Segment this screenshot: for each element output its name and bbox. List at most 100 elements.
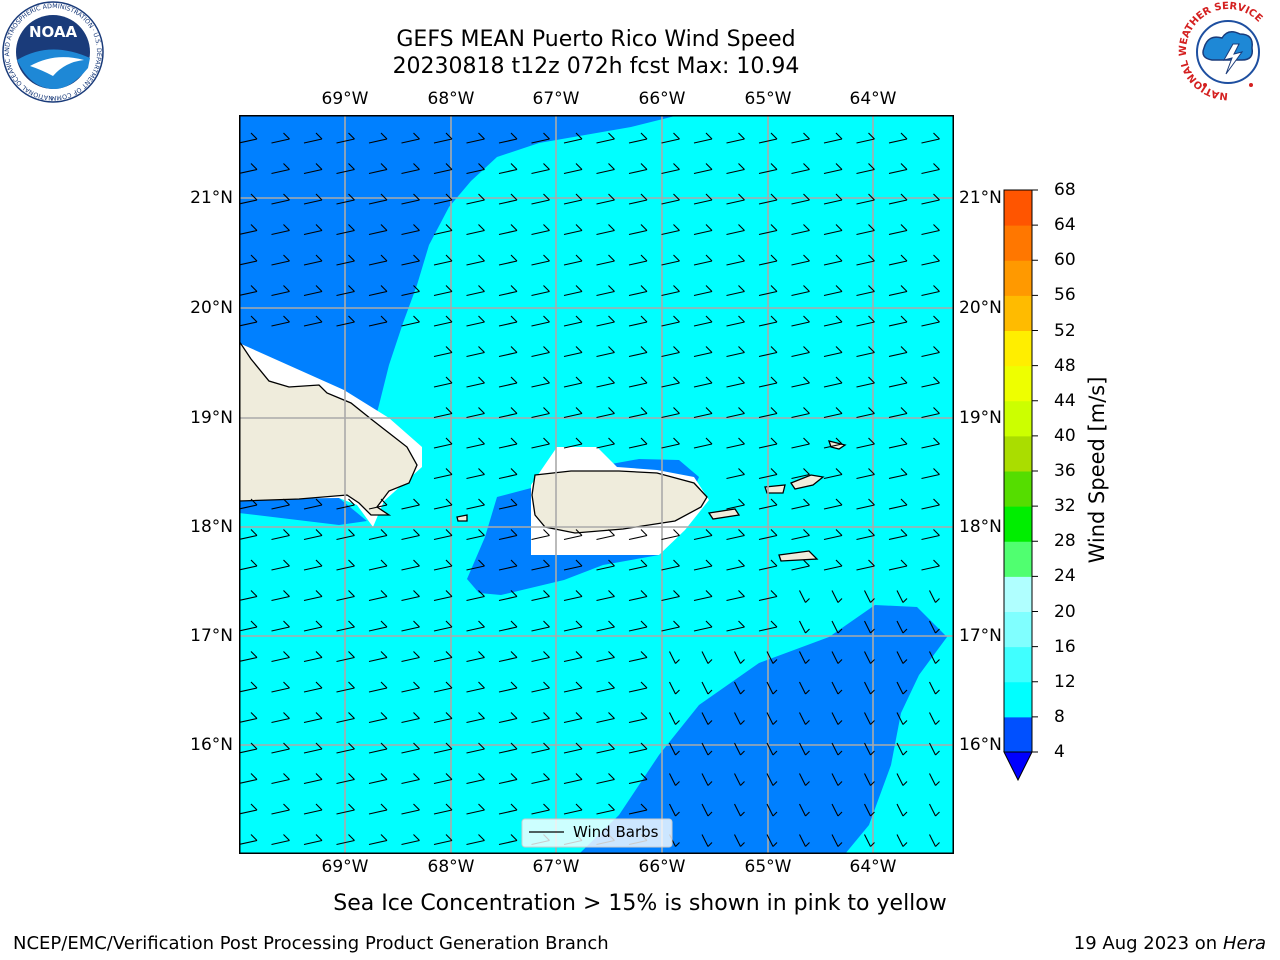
- wind-barb: [888, 376, 908, 388]
- wind-barb: [888, 529, 908, 541]
- wind-barb: [661, 193, 680, 205]
- wind-barb: [336, 742, 355, 754]
- wind-barb: [401, 315, 420, 327]
- wind-barb: [401, 620, 420, 632]
- colorbar-tick-label: 4: [1054, 742, 1065, 762]
- wind-barb: [628, 803, 648, 815]
- wind-barb: [271, 285, 290, 297]
- wind-barb: [823, 376, 843, 388]
- wind-barb: [498, 498, 518, 510]
- wind-barb: [831, 712, 843, 725]
- wind-barb: [596, 285, 615, 297]
- wind-barb: [466, 224, 485, 236]
- legend-box: Wind Barbs: [521, 818, 673, 848]
- colorbar-segment: [1004, 330, 1032, 367]
- wind-barb: [531, 620, 550, 632]
- wind-barb: [303, 254, 323, 266]
- wind-barb: [336, 620, 355, 632]
- wind-barb: [531, 376, 550, 388]
- wind-barb: [498, 224, 518, 236]
- wind-barb: [864, 712, 875, 725]
- land-mona: [456, 514, 468, 522]
- wind-barb: [726, 224, 745, 236]
- wind-barb: [239, 498, 258, 510]
- wind-barb: [921, 224, 940, 236]
- lon-tick-bottom: 69°W: [321, 857, 369, 877]
- wind-barb: [896, 712, 908, 725]
- colorbar-segment: [1004, 611, 1032, 648]
- wind-barb: [433, 437, 453, 449]
- wind-barb: [563, 132, 583, 144]
- wind-barb: [896, 620, 908, 634]
- wind-barb: [734, 681, 745, 695]
- wind-barb: [831, 620, 843, 634]
- wind-barb: [726, 468, 745, 480]
- wind-barb: [336, 163, 355, 175]
- wind-barb: [734, 803, 745, 817]
- wind-barb: [271, 529, 290, 541]
- wind-barb: [628, 163, 648, 175]
- wind-barb: [531, 803, 550, 815]
- wind-barb: [628, 224, 648, 236]
- colorbar-segment: [1004, 541, 1032, 577]
- wind-barb: [669, 803, 680, 817]
- wind-barb: [401, 590, 420, 602]
- wind-barb: [758, 132, 778, 144]
- wind-barb: [921, 559, 940, 571]
- wind-barb: [791, 193, 810, 205]
- wind-barb: [929, 620, 940, 634]
- wind-barb: [336, 529, 355, 541]
- lon-tick-bottom: 67°W: [532, 857, 580, 877]
- wind-barb: [693, 529, 713, 541]
- wind-barb: [466, 437, 485, 449]
- wind-barb: [831, 773, 843, 786]
- wind-barb: [498, 773, 518, 785]
- wind-barb: [896, 803, 908, 817]
- wind-barb: [271, 315, 290, 327]
- wind-barb: [433, 742, 453, 754]
- wind-barb: [701, 742, 713, 756]
- wind-barb: [433, 285, 453, 297]
- wind-barb: [303, 834, 323, 846]
- wind-barb: [563, 590, 583, 602]
- wind-barb: [726, 590, 745, 602]
- wind-barb: [433, 346, 453, 358]
- wind-barb: [596, 163, 615, 175]
- wind-barb: [661, 529, 680, 541]
- wind-barb: [864, 803, 875, 817]
- wind-barb: [799, 803, 810, 817]
- map-grid: [239, 115, 954, 854]
- wind-barb: [791, 254, 810, 266]
- wind-barb: [628, 285, 648, 297]
- wind-barb: [433, 803, 453, 815]
- wind-barb: [531, 315, 550, 327]
- wind-barb: [823, 529, 843, 541]
- wind-barb: [466, 712, 485, 724]
- wind-barb: [596, 559, 615, 571]
- wind-barb: [466, 834, 485, 846]
- wind-barb: [401, 559, 420, 571]
- wind-barb: [726, 437, 745, 449]
- colorbar-tick-label: 32: [1054, 496, 1076, 517]
- wind-barb: [701, 773, 713, 786]
- wind-barb: [661, 559, 680, 571]
- wind-barb: [758, 468, 778, 480]
- colorbar-segment: [1004, 435, 1032, 472]
- colorbar-segment: [1004, 225, 1032, 261]
- lon-tick-top: 69°W: [321, 89, 369, 109]
- wind-barb: [433, 315, 453, 327]
- wind-barb: [791, 376, 810, 388]
- wind-barb: [433, 498, 453, 510]
- wind-barb: [929, 651, 940, 664]
- map-subtitle: 20230818 t12z 072h fcst Max: 10.94: [392, 54, 800, 79]
- wind-barb: [498, 193, 518, 205]
- wind-barb: [799, 742, 810, 756]
- wind-barb: [303, 590, 323, 602]
- colorbar-tick-label: 20: [1054, 601, 1076, 622]
- wind-barb: [921, 315, 940, 327]
- wind-barb: [831, 742, 843, 756]
- wind-barb: [856, 437, 875, 449]
- wind-barb: [531, 132, 550, 144]
- wind-barb: [271, 193, 290, 205]
- colorbar-segment: [1004, 295, 1032, 331]
